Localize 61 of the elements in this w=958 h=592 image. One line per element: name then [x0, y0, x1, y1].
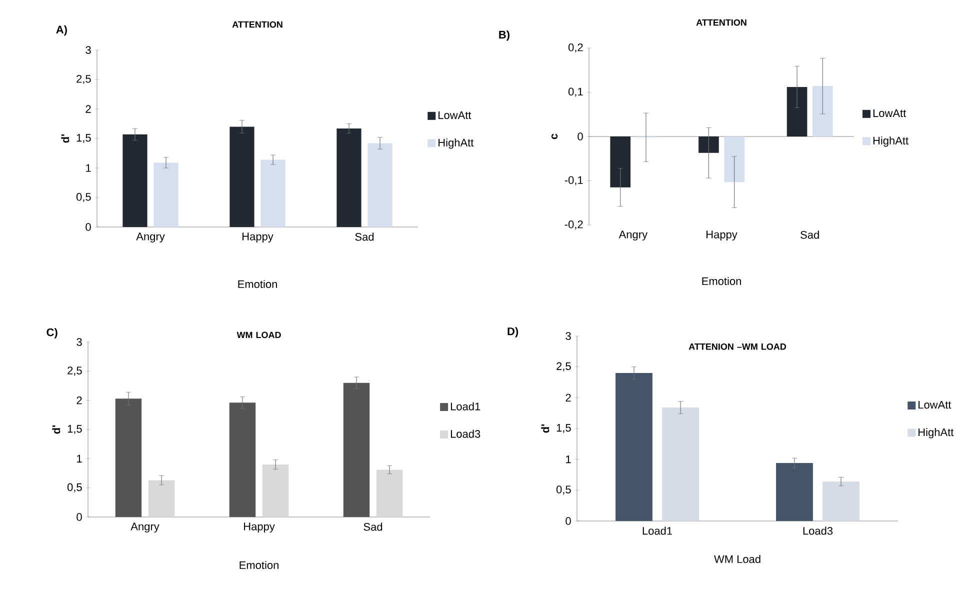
y-axis-title: c — [552, 134, 558, 140]
y-tick-label: 0,1 — [568, 88, 583, 97]
x-tick-label: Happy — [244, 522, 275, 533]
y-tick-label: 0,5 — [76, 192, 91, 202]
y-tick-label: 2,5 — [68, 366, 82, 376]
y-tick-label: 2,5 — [556, 362, 571, 372]
legend-label: HighAtt — [438, 138, 474, 149]
y-tick-label: 3 — [86, 46, 91, 54]
y-tick-label: 0 — [76, 513, 82, 521]
text: A) — [56, 25, 67, 36]
x-tick-label: Angry — [618, 230, 648, 241]
y-tick-label: 0 — [86, 223, 91, 231]
y-tick-label: 0,5 — [67, 483, 82, 492]
legend-label: Load1 — [450, 402, 480, 410]
legend-label: LowAtt — [873, 109, 906, 118]
y-tick-label: 1,5 — [68, 425, 82, 434]
x-axis-title: Emotion — [238, 280, 277, 288]
y-tick-label: 2 — [76, 396, 82, 404]
y-tick-label: 2 — [566, 394, 571, 402]
x-tick-label: Sad — [355, 232, 374, 241]
x-tick-label: Sad — [364, 522, 382, 531]
y-tick-label: 3 — [76, 338, 82, 346]
y-tick-label: 0,5 — [556, 486, 571, 495]
x-tick-label: Load3 — [803, 526, 833, 535]
y-axis-title: d' — [61, 134, 70, 143]
chart-title: ATTENTION — [232, 21, 282, 28]
x-tick-label: Happy — [706, 230, 738, 241]
y-tick-label: 1 — [566, 456, 571, 464]
text: B) — [499, 30, 510, 41]
text: D) — [508, 327, 518, 338]
text: C) — [46, 328, 58, 338]
legend-label: LowAtt — [438, 111, 472, 120]
y-tick-label: -0,2 — [564, 220, 583, 230]
x-tick-label: Happy — [242, 232, 274, 243]
x-axis-title: WM Load — [714, 554, 760, 564]
chart-title: ATTENTION — [696, 19, 746, 26]
x-tick-label: Load1 — [642, 526, 672, 535]
y-tick-label: 2 — [86, 105, 91, 113]
y-tick-label: -0,1 — [564, 176, 583, 186]
legend-label: LowAtt — [918, 400, 952, 409]
x-tick-label: Angry — [136, 232, 165, 243]
legend-label: HighAtt — [873, 136, 908, 147]
x-axis-title: Emotion — [240, 560, 278, 570]
y-tick-label: 0 — [578, 132, 583, 140]
x-axis-title: Emotion — [702, 276, 741, 286]
chart-title: WM LOAD — [236, 332, 281, 338]
legend-label: HighAtt — [918, 428, 954, 438]
y-tick-label: 2,5 — [76, 74, 91, 84]
text: ATTENION –WM LOAD — [688, 343, 786, 350]
y-axis-title: d' — [52, 425, 60, 434]
y-tick-label: 1,5 — [556, 424, 571, 433]
y-tick-label: 3 — [566, 332, 571, 340]
x-tick-label: Angry — [130, 522, 160, 533]
y-tick-label: 0 — [566, 517, 571, 525]
x-tick-label: Sad — [800, 230, 819, 239]
y-tick-label: 1 — [77, 454, 82, 462]
y-tick-label: 1,5 — [76, 134, 91, 143]
legend-label: Load3 — [450, 430, 480, 438]
y-axis-title: d' — [541, 424, 550, 433]
y-tick-label: 1 — [86, 164, 91, 172]
y-tick-label: 0,2 — [568, 43, 583, 53]
